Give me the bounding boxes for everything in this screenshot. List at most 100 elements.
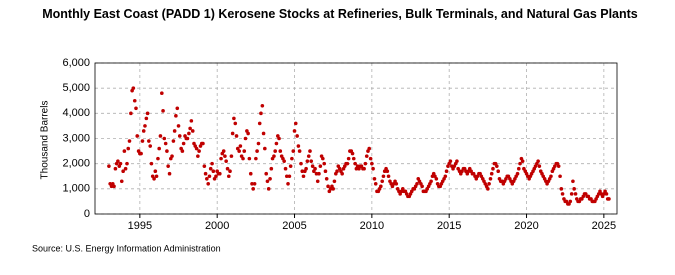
y-tick-label: 4,000 — [62, 107, 90, 119]
point — [332, 179, 337, 184]
point — [218, 171, 222, 176]
point — [256, 141, 261, 146]
point — [165, 149, 169, 153]
point — [176, 124, 181, 128]
point — [206, 182, 211, 186]
point — [211, 169, 216, 174]
point — [264, 171, 269, 176]
point — [210, 161, 214, 166]
point — [549, 174, 553, 179]
point — [194, 146, 199, 151]
point — [261, 131, 266, 136]
point — [154, 174, 159, 179]
point — [536, 159, 540, 163]
y-tick-label: 5,000 — [62, 82, 90, 94]
point — [604, 192, 609, 196]
point — [573, 192, 578, 196]
point — [489, 171, 494, 176]
point — [420, 184, 424, 189]
point — [145, 111, 150, 116]
point — [175, 106, 180, 111]
point — [386, 174, 391, 179]
point — [560, 192, 565, 196]
point — [226, 174, 231, 179]
point — [201, 141, 205, 146]
point — [309, 159, 314, 163]
point — [290, 156, 294, 161]
x-tick-label: 2015 — [437, 220, 461, 232]
point — [306, 154, 311, 158]
point — [188, 126, 192, 131]
point — [278, 149, 283, 153]
point — [287, 174, 292, 179]
point — [284, 174, 289, 179]
point — [274, 141, 279, 146]
point — [127, 139, 132, 143]
point — [394, 182, 399, 186]
point — [415, 182, 419, 186]
point — [518, 161, 522, 166]
point — [255, 149, 259, 153]
point — [170, 154, 174, 158]
point — [559, 187, 564, 191]
point — [107, 164, 111, 168]
point — [166, 164, 170, 168]
point — [123, 166, 128, 171]
point — [152, 176, 156, 181]
point — [292, 129, 297, 133]
point — [148, 144, 153, 148]
point — [308, 149, 312, 153]
point — [495, 164, 499, 168]
point — [443, 174, 448, 179]
x-tick-label: 2020 — [514, 220, 538, 232]
point — [131, 86, 136, 90]
point — [135, 134, 140, 138]
point — [318, 164, 323, 168]
point — [189, 119, 194, 123]
point — [282, 159, 286, 163]
point — [228, 169, 232, 174]
point — [229, 154, 234, 158]
point — [268, 176, 272, 181]
point — [569, 192, 574, 196]
point — [380, 179, 385, 184]
point — [143, 124, 147, 128]
point — [537, 164, 542, 168]
point — [196, 154, 200, 158]
point — [248, 171, 253, 176]
point — [370, 161, 374, 166]
point — [121, 169, 125, 174]
point — [181, 141, 186, 146]
point — [224, 159, 228, 163]
point — [444, 169, 449, 174]
point — [486, 187, 490, 191]
point — [147, 139, 151, 143]
point — [203, 171, 208, 176]
point — [177, 134, 182, 138]
point — [116, 159, 120, 163]
x-tick-label: 2025 — [592, 220, 616, 232]
point — [153, 169, 158, 174]
y-axis-label: Thousand Barrels — [40, 101, 51, 180]
point — [516, 166, 521, 171]
point — [571, 179, 575, 184]
point — [163, 141, 168, 146]
point — [345, 161, 350, 166]
point — [305, 159, 310, 163]
point — [295, 134, 299, 138]
chart-title: Monthly East Coast (PADD 1) Kerosene Sto… — [42, 7, 638, 21]
point — [313, 166, 317, 171]
point — [273, 149, 277, 153]
point — [232, 116, 236, 121]
point — [455, 159, 459, 163]
point — [140, 139, 145, 143]
point — [373, 182, 378, 186]
point — [353, 161, 357, 166]
point — [113, 166, 118, 171]
point — [362, 166, 366, 171]
point — [491, 166, 495, 171]
y-tick-label: 1,000 — [62, 183, 90, 195]
point — [301, 174, 306, 179]
point — [371, 166, 375, 171]
